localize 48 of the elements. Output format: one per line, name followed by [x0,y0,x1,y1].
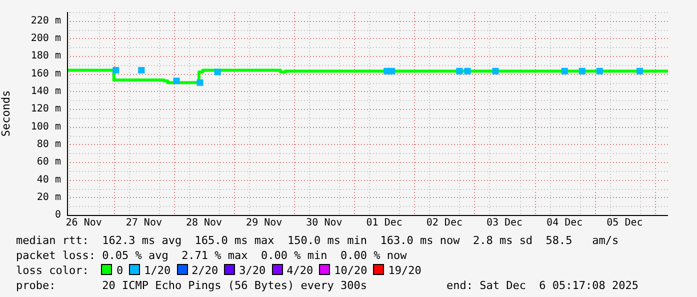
y-tick-label: 0 [54,210,61,221]
x-tick-label: 27 Nov [126,218,162,229]
point [388,68,396,74]
text: packet loss: 0.05 % avg 2.71 % max 0.00 % min 0.00 % now [16,249,407,263]
point [173,78,180,84]
x-tick-label: 05 Dec [606,218,643,229]
legend-title: loss color: [16,264,90,277]
x-tick-label: 04 Dec [546,218,583,229]
y-tick-label: 40 m [36,174,61,186]
y-tick-label: 20 m [36,192,61,203]
point [196,79,204,86]
y-tick-label: 220 m [30,15,61,26]
point [214,68,221,76]
legend-label: 1/20 [144,264,171,277]
legend-label: 3/20 [239,264,266,277]
point [112,66,120,74]
y-tick-label: 140 m [30,86,61,98]
y-tick-label: 120 m [30,104,61,115]
y-tick-label: 60 m [36,156,61,168]
x-tick-label: 03 Dec [486,218,523,229]
point [578,68,586,74]
point [561,68,568,74]
y-axis-title: Seconds [0,90,12,137]
point [464,68,471,74]
x-tick-label: 29 Nov [246,218,282,229]
text: median rtt: 162.3 ms avg 165.0 ms max 150.0 ms min 163.0 ms now 2.8 ms sd 58.5 am/s [16,234,619,248]
legend-label: 0 [116,264,124,277]
legend-label: 4/20 [286,264,314,277]
point [636,68,644,74]
y-tick-label: 80 m [36,138,61,150]
y-tick-label: 100 m [30,121,61,132]
y-tick-label: 180 m [30,50,61,62]
x-tick-label: 30 Nov [306,218,342,229]
text: probe: 20 ICMP Echo Pings (56 Bytes) every 300s end: Sat Dec 6 05:17:08 2025 [16,279,639,293]
x-tick-label: 26 Nov [66,218,102,229]
legend-label: 2/20 [192,264,218,277]
point [596,68,603,74]
y-tick-label: 160 m [30,68,61,80]
legend-label: 10/20 [334,264,368,277]
legend-label: 19/20 [388,264,422,277]
point [492,68,499,74]
x-tick-label: 01 Dec [366,218,402,229]
point [456,68,463,74]
x-tick-label: 28 Nov [186,218,222,229]
x-tick-label: 02 Dec [426,218,462,229]
point [384,68,390,74]
y-tick-label: 200 m [30,33,61,44]
point [138,66,145,74]
